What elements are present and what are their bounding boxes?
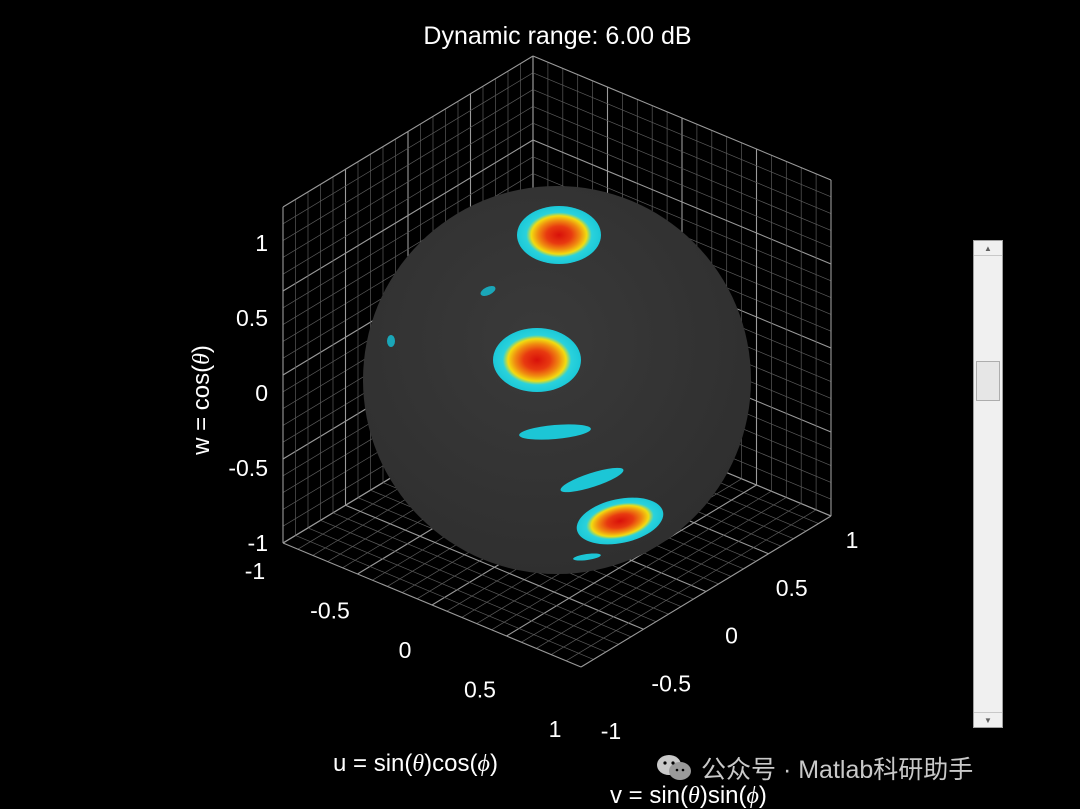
grid-line bbox=[295, 535, 594, 660]
grid-line bbox=[282, 89, 534, 241]
sidelobe-3 bbox=[480, 286, 496, 296]
lobe-middle bbox=[493, 328, 581, 392]
lobe-bottom bbox=[576, 497, 664, 545]
scroll-down-button[interactable]: ▼ bbox=[974, 712, 1002, 727]
grid-line bbox=[320, 520, 619, 645]
lobe-top bbox=[517, 206, 601, 264]
z-tick-label: 0.5 bbox=[236, 305, 268, 331]
grid-line bbox=[580, 515, 832, 668]
grid-line bbox=[532, 122, 832, 248]
x-tick-labels: -1 -0.5 0 0.5 1 bbox=[245, 558, 562, 742]
z-tick-labels: -1 -0.5 0 0.5 1 bbox=[228, 230, 268, 556]
sidelobe-1 bbox=[519, 424, 591, 440]
x-tick-label: 0.5 bbox=[464, 677, 496, 703]
y-tick-label: -1 bbox=[601, 718, 621, 744]
wechat-icon bbox=[657, 755, 691, 780]
y-tick-labels: -1 -0.5 0 0.5 1 bbox=[601, 527, 859, 744]
grid-line bbox=[532, 106, 832, 231]
vertical-scrollbar[interactable]: ▲ ▼ bbox=[973, 240, 1003, 728]
grid-line bbox=[506, 484, 757, 637]
x-tick-label: 1 bbox=[549, 716, 562, 742]
grid-line bbox=[345, 504, 644, 630]
x-axis-label: u = sin(θ)cos(ϕ) bbox=[333, 750, 498, 777]
grid-line bbox=[551, 503, 802, 655]
grid-line bbox=[532, 139, 832, 265]
grid-line bbox=[282, 156, 534, 309]
grid-line bbox=[532, 55, 832, 181]
z-axis-label: w = cos(θ) bbox=[188, 345, 215, 455]
grid-line bbox=[332, 512, 632, 638]
grid-line bbox=[532, 156, 832, 282]
scroll-up-button[interactable]: ▲ bbox=[974, 241, 1002, 256]
sidelobe-4 bbox=[387, 335, 395, 347]
grid-line bbox=[565, 509, 817, 662]
watermark-text: 公众号 · Matlab科研助手 bbox=[701, 756, 974, 784]
sidelobe-2 bbox=[560, 467, 624, 493]
grid-line bbox=[282, 55, 534, 208]
z-tick-label: 1 bbox=[255, 230, 268, 256]
y-tick-label: 1 bbox=[846, 527, 859, 553]
arrow-down-icon: ▼ bbox=[984, 715, 992, 725]
grid-line bbox=[532, 89, 832, 214]
grid-line bbox=[282, 106, 534, 258]
grid-line bbox=[282, 139, 534, 292]
z-tick-label: -0.5 bbox=[228, 455, 268, 481]
watermark: 公众号 · Matlab科研助手 bbox=[655, 750, 973, 786]
arrow-up-icon: ▲ bbox=[984, 243, 992, 253]
z-tick-label: -1 bbox=[248, 530, 268, 556]
plot-title: Dynamic range: 6.00 dB bbox=[423, 22, 692, 50]
y-axis-label: v = sin(θ)sin(ϕ) bbox=[610, 782, 767, 809]
grid-line bbox=[282, 122, 534, 275]
scrollbar-thumb[interactable] bbox=[976, 361, 1000, 401]
y-tick-label: -0.5 bbox=[651, 670, 691, 696]
z-tick-label: 0 bbox=[255, 380, 268, 406]
grid-line bbox=[521, 490, 772, 643]
x-tick-label: 0 bbox=[399, 637, 412, 663]
y-tick-label: 0 bbox=[725, 623, 738, 649]
grid-line bbox=[282, 542, 582, 668]
y-tick-label: 0.5 bbox=[776, 575, 808, 601]
x-tick-label: -0.5 bbox=[310, 598, 350, 624]
grid-line bbox=[532, 72, 832, 198]
grid-line bbox=[282, 72, 534, 225]
grid-line bbox=[307, 527, 607, 653]
x-tick-label: -1 bbox=[245, 558, 265, 584]
sidelobe-5 bbox=[573, 553, 601, 561]
grid-line bbox=[536, 497, 787, 649]
